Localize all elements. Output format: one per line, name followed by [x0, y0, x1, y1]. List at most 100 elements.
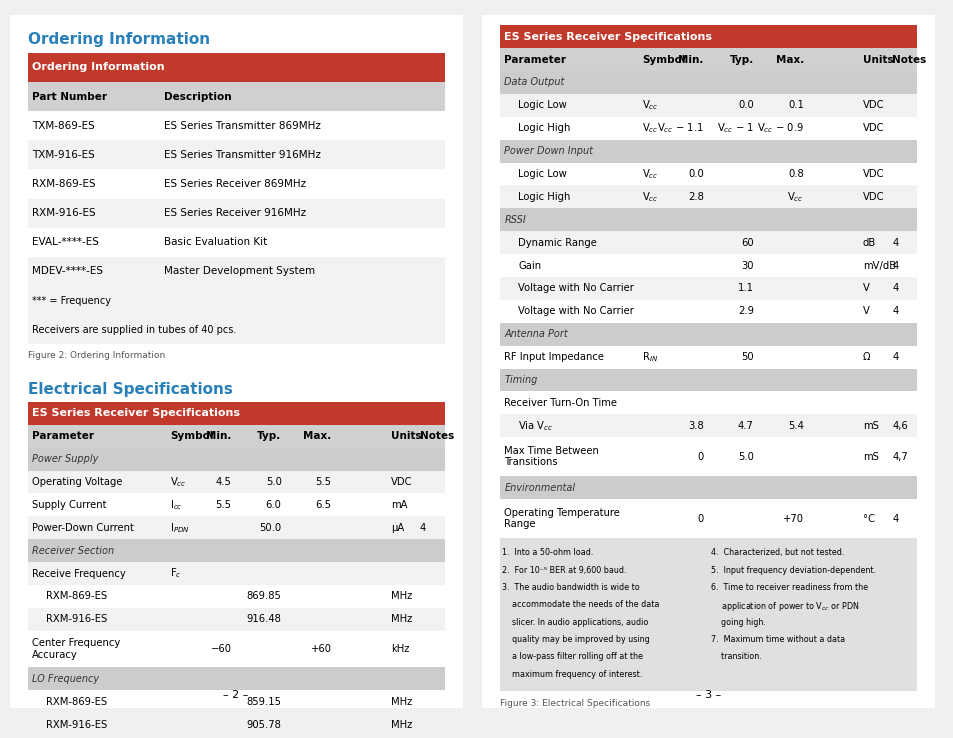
- Bar: [28, 199, 444, 228]
- Text: Antenna Port: Antenna Port: [504, 329, 568, 339]
- Bar: [499, 345, 916, 368]
- Text: RXM-916-ES: RXM-916-ES: [32, 208, 95, 218]
- Text: 0.8: 0.8: [787, 169, 803, 179]
- Bar: [499, 117, 916, 139]
- Text: 3.8: 3.8: [687, 421, 703, 431]
- Text: 5.0: 5.0: [266, 477, 281, 487]
- Text: a low-pass filter rolling off at the: a low-pass filter rolling off at the: [501, 652, 642, 661]
- Text: 6.0: 6.0: [266, 500, 281, 510]
- Text: Description: Description: [163, 92, 231, 102]
- Text: 4: 4: [891, 306, 898, 317]
- Text: ES Series Receiver 869MHz: ES Series Receiver 869MHz: [163, 179, 305, 189]
- Text: Operating Temperature
Range: Operating Temperature Range: [504, 508, 619, 529]
- Text: Master Development System: Master Development System: [163, 266, 314, 277]
- Text: 0: 0: [697, 514, 703, 523]
- Text: V$_{cc}$ − 1: V$_{cc}$ − 1: [716, 121, 753, 135]
- Text: 1.  Into a 50-ohm load.: 1. Into a 50-ohm load.: [501, 548, 593, 557]
- Text: mS: mS: [862, 452, 878, 462]
- Text: 905.78: 905.78: [247, 720, 281, 730]
- Text: V: V: [862, 306, 869, 317]
- Text: maximum frequency of interest.: maximum frequency of interest.: [501, 670, 641, 679]
- Text: RXM-916-ES: RXM-916-ES: [46, 614, 107, 624]
- Text: MDEV-****-ES: MDEV-****-ES: [32, 266, 103, 277]
- Text: RXM-869-ES: RXM-869-ES: [46, 591, 107, 601]
- Text: 5.  Input frequency deviation-dependent.: 5. Input frequency deviation-dependent.: [710, 566, 875, 575]
- Text: 916.48: 916.48: [247, 614, 281, 624]
- Text: °C: °C: [862, 514, 874, 523]
- Bar: [499, 48, 916, 71]
- Text: *** = Frequency: *** = Frequency: [32, 296, 112, 306]
- Text: Ordering Information: Ordering Information: [28, 32, 210, 47]
- Text: VDC: VDC: [862, 169, 883, 179]
- Text: transition.: transition.: [710, 652, 760, 661]
- Bar: [499, 94, 916, 117]
- Bar: [499, 414, 916, 437]
- Bar: [28, 228, 444, 257]
- Text: 0.0: 0.0: [687, 169, 703, 179]
- Text: Receiver Turn-On Time: Receiver Turn-On Time: [504, 398, 617, 408]
- Bar: [499, 437, 916, 476]
- Bar: [499, 254, 916, 277]
- Text: Logic High: Logic High: [517, 123, 570, 133]
- Text: V$_{cc}$: V$_{cc}$: [641, 190, 658, 204]
- Text: Voltage with No Carrier: Voltage with No Carrier: [517, 306, 633, 317]
- Text: ES Series Transmitter 869MHz: ES Series Transmitter 869MHz: [163, 121, 320, 131]
- Text: going high.: going high.: [710, 618, 764, 627]
- Text: 4: 4: [891, 352, 898, 362]
- Text: MHz: MHz: [391, 591, 412, 601]
- Text: TXM-916-ES: TXM-916-ES: [32, 150, 95, 160]
- Text: 1.1: 1.1: [737, 283, 753, 294]
- Text: VDC: VDC: [862, 100, 883, 110]
- Text: V$_{cc}$ − 0.9: V$_{cc}$ − 0.9: [757, 121, 803, 135]
- FancyBboxPatch shape: [495, 734, 921, 738]
- Bar: [28, 448, 444, 471]
- Text: Basic Evaluation Kit: Basic Evaluation Kit: [163, 238, 267, 247]
- Text: MHz: MHz: [391, 697, 412, 707]
- Bar: [28, 667, 444, 690]
- Text: Supply Current: Supply Current: [32, 500, 107, 510]
- Text: 2.8: 2.8: [687, 192, 703, 202]
- Text: Logic Low: Logic Low: [517, 169, 566, 179]
- Text: 4: 4: [891, 514, 898, 523]
- Bar: [28, 286, 444, 344]
- Text: Max.: Max.: [303, 431, 332, 441]
- Text: Power Supply: Power Supply: [32, 454, 98, 464]
- Text: Dynamic Range: Dynamic Range: [517, 238, 597, 248]
- Text: VDC: VDC: [862, 192, 883, 202]
- Text: LO Frequency: LO Frequency: [32, 674, 99, 684]
- Bar: [28, 425, 444, 448]
- Text: Parameter: Parameter: [504, 55, 566, 64]
- Bar: [499, 185, 916, 208]
- Text: Environmental: Environmental: [504, 483, 575, 492]
- Bar: [28, 471, 444, 494]
- Bar: [499, 231, 916, 254]
- Text: RXM-869-ES: RXM-869-ES: [46, 697, 107, 707]
- Text: RXM-916-ES: RXM-916-ES: [46, 720, 107, 730]
- Text: 4,6: 4,6: [891, 421, 907, 431]
- Bar: [499, 139, 916, 162]
- Text: 5.5: 5.5: [315, 477, 332, 487]
- Text: Via V$_{cc}$: Via V$_{cc}$: [517, 419, 553, 432]
- Bar: [499, 162, 916, 185]
- Text: Data Output: Data Output: [504, 77, 564, 87]
- Text: Operating Voltage: Operating Voltage: [32, 477, 123, 487]
- Bar: [28, 170, 444, 199]
- Bar: [499, 538, 916, 691]
- Text: Receive Frequency: Receive Frequency: [32, 568, 126, 579]
- Bar: [28, 140, 444, 170]
- Text: 60: 60: [740, 238, 753, 248]
- Bar: [28, 82, 444, 111]
- Bar: [499, 499, 916, 538]
- Bar: [499, 25, 916, 48]
- Text: 5.0: 5.0: [738, 452, 753, 462]
- Bar: [28, 257, 444, 286]
- Text: 7.  Maximum time without a data: 7. Maximum time without a data: [710, 635, 843, 644]
- Text: Receiver Section: Receiver Section: [32, 545, 114, 556]
- Text: 4.7: 4.7: [738, 421, 753, 431]
- Text: Symbol: Symbol: [170, 431, 213, 441]
- Text: Figure 2: Ordering Information: Figure 2: Ordering Information: [28, 351, 165, 360]
- Bar: [28, 608, 444, 631]
- Text: TXM-869-ES: TXM-869-ES: [32, 121, 95, 131]
- Text: quality may be improved by using: quality may be improved by using: [501, 635, 649, 644]
- Text: 4.5: 4.5: [215, 477, 232, 487]
